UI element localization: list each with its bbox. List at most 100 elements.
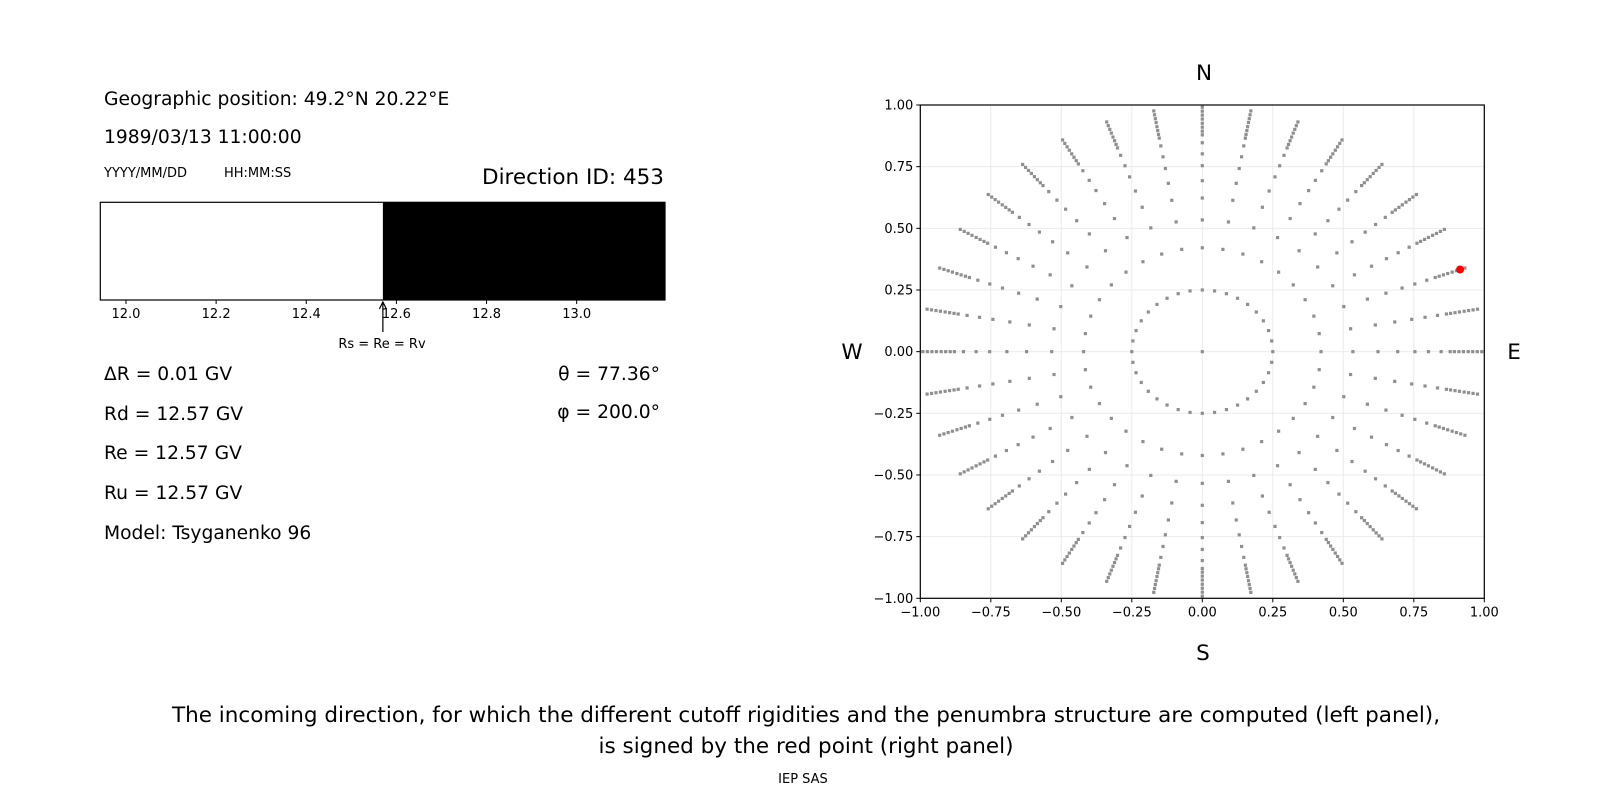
direction-point <box>1067 148 1071 152</box>
direction-point <box>1231 198 1235 202</box>
direction-point <box>1157 563 1161 567</box>
direction-point <box>1017 408 1021 412</box>
direction-point <box>1373 323 1377 327</box>
direction-point <box>1008 379 1012 383</box>
direction-point <box>993 198 997 202</box>
direction-point <box>1075 480 1079 485</box>
direction-point <box>1087 467 1091 471</box>
direction-point <box>1384 291 1388 295</box>
direction-point <box>1444 312 1449 316</box>
direction-point <box>1103 450 1108 455</box>
direction-point <box>1200 481 1204 485</box>
direction-point <box>1155 125 1159 129</box>
direction-point <box>1267 510 1271 514</box>
direction-point <box>1452 350 1457 354</box>
direction-point <box>1017 215 1021 219</box>
direction-point <box>938 390 943 394</box>
direction-point <box>996 200 1001 204</box>
direction-point <box>1032 525 1037 529</box>
direction-point <box>1260 494 1264 498</box>
direction-point <box>1426 350 1431 354</box>
direction-point <box>1471 391 1475 396</box>
bar-tick-label: 12.6 <box>382 307 411 322</box>
direction-point <box>1055 501 1059 505</box>
direction-point <box>1333 148 1337 152</box>
direction-point <box>1052 372 1056 377</box>
direction-point <box>1087 178 1091 182</box>
direction-point <box>1200 558 1204 563</box>
direction-point <box>1320 169 1324 173</box>
direction-point <box>1106 124 1110 128</box>
direction-point <box>943 310 947 314</box>
direction-point <box>1200 246 1204 250</box>
direction-point <box>1266 371 1271 375</box>
direction-point <box>1270 360 1274 364</box>
direction-point <box>986 241 990 245</box>
direction-point <box>946 430 950 435</box>
direction-point <box>1067 551 1071 555</box>
direction-point <box>1365 178 1369 182</box>
direction-point <box>1246 397 1250 401</box>
direction-point <box>1089 314 1093 318</box>
direction-point <box>965 313 969 317</box>
direction-point <box>1316 265 1320 269</box>
direction-point <box>1396 251 1400 255</box>
direction-point <box>1288 139 1292 143</box>
direction-point <box>1149 473 1153 478</box>
direction-point <box>970 466 974 470</box>
direction-point <box>1244 567 1248 571</box>
direction-point <box>925 350 929 354</box>
direction-point <box>1027 222 1031 227</box>
direction-point <box>1371 528 1375 532</box>
direction-point <box>1161 155 1165 159</box>
direction-point <box>1243 563 1247 567</box>
direction-point <box>1083 332 1087 336</box>
direction-point <box>1066 448 1070 453</box>
direction-point <box>1060 138 1065 142</box>
direction-point <box>1200 520 1204 525</box>
direction-point <box>1125 235 1129 240</box>
direction-point <box>1246 574 1250 579</box>
direction-point <box>1087 232 1091 236</box>
direction-point <box>934 308 938 313</box>
direction-point <box>1335 554 1340 559</box>
direction-point <box>1041 183 1045 188</box>
direction-point <box>1349 327 1353 331</box>
direction-point <box>1070 152 1074 156</box>
direction-point <box>1200 503 1204 507</box>
direction-point <box>1275 464 1280 468</box>
penumbra-bar-chart: 12.0 12.2 12.4 12.6 12.8 13.0 <box>99 201 666 332</box>
direction-point <box>1463 266 1467 270</box>
direction-point <box>1111 564 1115 568</box>
direction-point <box>1109 283 1113 287</box>
direction-point <box>1326 219 1330 223</box>
direction-point <box>1270 339 1274 343</box>
direction-point <box>1103 249 1108 253</box>
direction-point <box>1115 146 1120 150</box>
direction-point <box>1149 226 1153 230</box>
direction-point <box>962 470 966 474</box>
direction-point <box>1282 153 1286 157</box>
direction-point <box>1059 395 1063 399</box>
direction-point <box>1350 459 1354 464</box>
direction-point <box>1453 389 1457 393</box>
x-tick-label: 0.00 <box>1188 605 1217 620</box>
direction-point <box>1200 117 1204 121</box>
direction-point <box>1112 560 1117 565</box>
direction-point <box>1037 469 1042 473</box>
direction-point <box>1413 350 1417 354</box>
direction-point <box>946 269 950 273</box>
x-tick-label: −0.50 <box>1041 605 1081 620</box>
direction-point <box>963 274 967 278</box>
direction-point <box>1070 284 1074 288</box>
direction-point <box>1200 121 1204 125</box>
direction-point <box>959 273 963 277</box>
direction-point <box>1029 528 1033 532</box>
direction-point <box>1448 311 1453 315</box>
direction-point <box>1163 533 1167 537</box>
model-name: Model: Tsyganenko 96 <box>104 523 311 544</box>
direction-point <box>1109 568 1113 572</box>
y-tick-label: −0.25 <box>873 407 913 422</box>
direction-point <box>1346 501 1350 505</box>
direction-point <box>1380 162 1384 167</box>
